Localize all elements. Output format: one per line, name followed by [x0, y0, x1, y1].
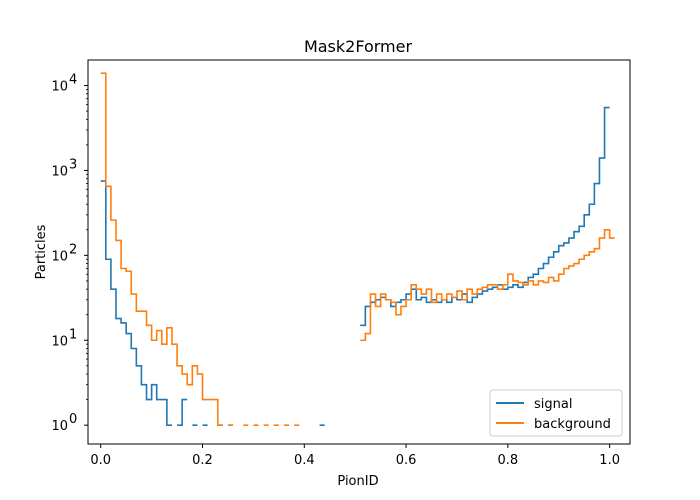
y-tick-exponent: 4	[69, 73, 77, 88]
y-tick-exponent: 3	[69, 157, 77, 172]
x-tick-label: 0.2	[192, 453, 213, 468]
x-tick-label: 0.8	[498, 453, 519, 468]
x-axis-label: PionID	[337, 474, 378, 489]
plot-frame	[87, 59, 631, 445]
y-tick-label: 10	[51, 334, 68, 349]
y-tick-label: 10	[51, 164, 68, 179]
chart-title: Mask2Former	[304, 37, 413, 56]
x-axis-ticks: 0.0 0.2 0.4 0.6 0.8 1.0	[90, 444, 620, 468]
legend-label-background: background	[534, 417, 611, 432]
x-tick-label: 1.0	[599, 453, 620, 468]
y-tick-label: 10	[51, 419, 68, 434]
y-axis-label: Particles	[34, 224, 49, 279]
series-background-line	[100, 72, 615, 426]
y-tick-exponent: 0	[69, 412, 77, 427]
x-tick-label: 0.4	[294, 453, 315, 468]
series-layer	[100, 72, 615, 426]
legend: signal background	[489, 389, 623, 437]
y-tick-label: 10	[51, 80, 68, 95]
y-tick-exponent: 2	[69, 242, 77, 257]
x-tick-label: 0.6	[396, 453, 417, 468]
x-tick-label: 0.0	[90, 453, 111, 468]
y-tick-exponent: 1	[69, 327, 77, 342]
y-tick-label: 10	[51, 249, 68, 264]
legend-label-signal: signal	[534, 397, 572, 412]
legend-box	[489, 389, 623, 437]
